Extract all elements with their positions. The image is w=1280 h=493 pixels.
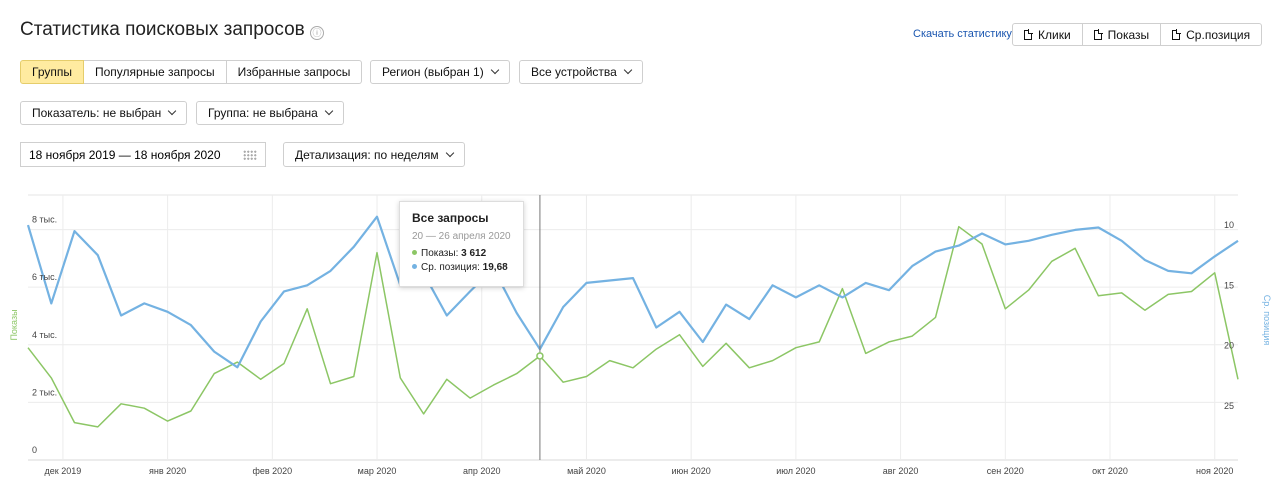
tooltip-period: 20 — 26 апреля 2020 [412, 231, 511, 242]
info-icon[interactable]: ⓘ [310, 26, 324, 40]
devices-dropdown-label: Все устройства [531, 65, 617, 79]
x-tick-label: фев 2020 [252, 466, 292, 476]
right-tick-label: 25 [1224, 401, 1234, 411]
calendar-icon[interactable] [243, 150, 257, 160]
x-tick-label: июн 2020 [672, 466, 711, 476]
document-icon [1024, 28, 1033, 40]
view-tabs: Группы Популярные запросы Избранные запр… [20, 60, 363, 84]
x-tick-label: окт 2020 [1092, 466, 1128, 476]
left-tick-label: 4 тыс. [32, 330, 57, 340]
x-tick-label: май 2020 [567, 466, 606, 476]
x-tick-label: авг 2020 [883, 466, 919, 476]
tooltip-shows-value: 3 612 [461, 248, 487, 259]
right-axis-title: Ср. позиция [1262, 295, 1272, 346]
tooltip-position-value: 19,68 [482, 262, 508, 273]
x-tick-label: июл 2020 [776, 466, 815, 476]
region-dropdown[interactable]: Регион (выбран 1) [370, 60, 510, 84]
x-tick-label: мар 2020 [358, 466, 397, 476]
x-tick-label: янв 2020 [149, 466, 186, 476]
position-series-line [26, 215, 1239, 369]
shows-legend-dot [412, 250, 417, 255]
date-range-field[interactable]: 18 ноября 2019 — 18 ноября 2020 [20, 142, 266, 167]
tooltip-shows-label: Показы: [421, 248, 462, 259]
group-dropdown-label: Группа: не выбрана [208, 106, 318, 120]
tooltip-position-row: Ср. позиция: 19,68 [412, 262, 511, 273]
tooltip-title: Все запросы [412, 211, 489, 225]
tooltip-shows-row: Показы: 3 612 [412, 248, 511, 259]
x-tick-label: сен 2020 [987, 466, 1024, 476]
left-tick-label: 0 [32, 445, 37, 455]
highlight-point [536, 352, 544, 360]
shows-button[interactable]: Показы [1082, 23, 1162, 46]
avg-position-button-label: Ср.позиция [1186, 27, 1251, 42]
avg-position-button[interactable]: Ср.позиция [1161, 23, 1263, 46]
shows-series-line [27, 225, 1239, 428]
page-title: Статистика поисковых запросов [20, 19, 305, 40]
group-dropdown[interactable]: Группа: не выбрана [196, 101, 344, 125]
left-tick-label: 2 тыс. [32, 387, 57, 397]
devices-dropdown[interactable]: Все устройства [519, 60, 643, 84]
clicks-button[interactable]: Клики [1012, 23, 1083, 46]
detail-dropdown[interactable]: Детализация: по неделям [283, 142, 465, 167]
tab-groups[interactable]: Группы [20, 60, 84, 84]
right-tick-label: 10 [1224, 220, 1234, 230]
position-legend-dot [412, 264, 417, 269]
left-axis-title: Показы [9, 309, 19, 340]
clicks-button-label: Клики [1038, 27, 1071, 42]
tooltip-position-label: Ср. позиция: [421, 262, 483, 273]
download-stats-link[interactable]: Скачать статистику [913, 28, 1012, 40]
x-tick-label: ноя 2020 [1196, 466, 1233, 476]
region-dropdown-label: Регион (выбран 1) [382, 65, 484, 79]
tab-favorite-queries[interactable]: Избранные запросы [226, 60, 363, 84]
x-tick-label: дек 2019 [45, 466, 82, 476]
date-range-value: 18 ноября 2019 — 18 ноября 2020 [29, 148, 221, 162]
shows-button-label: Показы [1107, 27, 1150, 42]
document-icon [1093, 28, 1103, 40]
right-tick-label: 15 [1224, 280, 1234, 290]
left-tick-label: 6 тыс. [32, 272, 57, 282]
metric-button-group: Клики Показы Ср.позиция [1012, 23, 1263, 46]
indicator-dropdown-label: Показатель: не выбран [32, 106, 162, 120]
document-icon [1172, 28, 1182, 40]
detail-dropdown-label: Детализация: по неделям [295, 147, 439, 162]
chart-tooltip: Все запросы 20 — 26 апреля 2020 Показы: … [399, 201, 524, 287]
indicator-dropdown[interactable]: Показатель: не выбран [20, 101, 188, 125]
x-tick-label: апр 2020 [463, 466, 500, 476]
tab-popular-queries[interactable]: Популярные запросы [83, 60, 227, 84]
left-tick-label: 8 тыс. [32, 215, 57, 225]
right-tick-label: 20 [1224, 341, 1234, 351]
